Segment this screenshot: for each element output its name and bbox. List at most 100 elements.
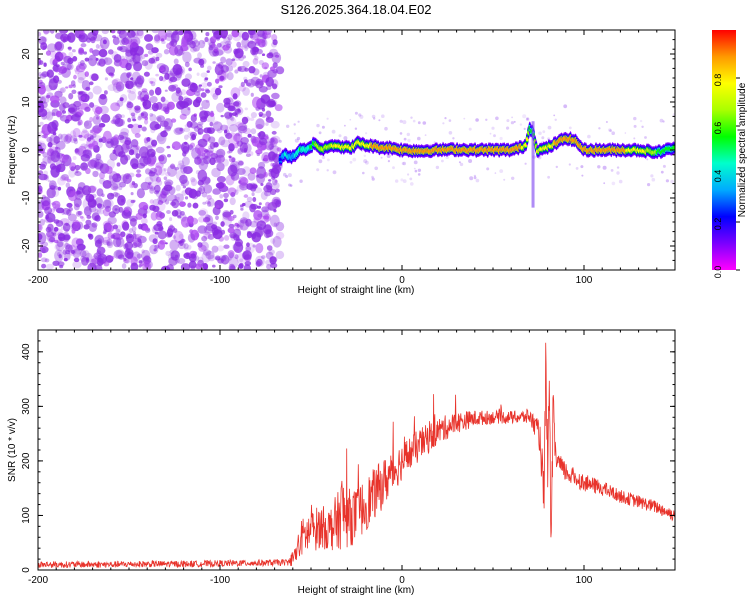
noise-blob bbox=[154, 184, 161, 193]
noise-blob bbox=[169, 239, 179, 251]
noise-blob bbox=[126, 232, 131, 239]
noise-blob bbox=[197, 256, 204, 263]
noise-blob bbox=[131, 71, 142, 85]
noise-blob bbox=[234, 69, 239, 74]
noise-dot bbox=[608, 128, 612, 132]
noise-blob bbox=[77, 77, 85, 84]
noise-blob bbox=[53, 65, 63, 73]
noise-blob bbox=[38, 31, 42, 37]
noise-dot bbox=[581, 174, 584, 177]
noise-blob bbox=[212, 30, 220, 35]
noise-blob bbox=[251, 232, 262, 243]
noise-blob bbox=[274, 104, 283, 112]
noise-blob bbox=[86, 215, 92, 219]
noise-blob bbox=[156, 221, 163, 227]
noise-blob bbox=[135, 30, 144, 39]
noise-blob bbox=[269, 256, 278, 263]
noise-blob bbox=[164, 72, 170, 80]
noise-blob bbox=[148, 234, 159, 243]
noise-blob bbox=[183, 166, 193, 175]
noise-blob bbox=[133, 183, 138, 189]
noise-blob bbox=[131, 233, 141, 246]
noise-blob bbox=[154, 165, 163, 176]
noise-blob bbox=[137, 124, 143, 129]
noise-blob bbox=[164, 32, 175, 42]
noise-blob bbox=[275, 188, 280, 193]
noise-blob bbox=[178, 160, 185, 166]
noise-blob bbox=[271, 178, 278, 186]
noise-blob bbox=[239, 258, 244, 263]
noise-blob bbox=[213, 150, 224, 159]
noise-dot bbox=[384, 126, 388, 131]
noise-blob bbox=[271, 99, 278, 106]
noise-blob bbox=[131, 182, 138, 189]
noise-blob bbox=[203, 218, 208, 223]
noise-blob bbox=[126, 72, 131, 78]
x-tick-label: 100 bbox=[576, 275, 593, 286]
noise-blob bbox=[174, 44, 184, 57]
noise-blob bbox=[247, 40, 257, 49]
noise-blob bbox=[49, 95, 60, 104]
noise-blob bbox=[235, 49, 241, 54]
noise-dot bbox=[646, 158, 649, 161]
noise-blob bbox=[181, 141, 190, 153]
noise-blob bbox=[268, 143, 274, 150]
noise-blob bbox=[258, 60, 264, 65]
noise-blob bbox=[207, 136, 216, 144]
ridge-mark bbox=[672, 145, 675, 150]
noise-blob bbox=[43, 62, 47, 67]
noise-blob bbox=[261, 39, 268, 47]
noise-blob bbox=[46, 94, 51, 99]
noise-blob bbox=[214, 255, 221, 261]
noise-blob bbox=[209, 121, 214, 127]
noise-blob bbox=[215, 78, 220, 84]
noise-blob bbox=[249, 33, 254, 39]
noise-scatter bbox=[38, 30, 675, 270]
noise-blob bbox=[248, 66, 256, 74]
noise-blob bbox=[38, 185, 43, 192]
noise-dot bbox=[547, 175, 550, 179]
noise-blob bbox=[125, 83, 130, 89]
noise-blob bbox=[84, 71, 90, 77]
noise-blob bbox=[149, 80, 154, 84]
noise-blob bbox=[149, 89, 155, 96]
noise-dot bbox=[410, 182, 414, 186]
noise-blob bbox=[68, 46, 72, 51]
noise-blob bbox=[256, 173, 266, 184]
noise-blob bbox=[218, 62, 224, 69]
noise-dot bbox=[605, 121, 608, 123]
noise-dot bbox=[363, 159, 368, 164]
noise-dot bbox=[511, 176, 515, 180]
noise-blob bbox=[83, 51, 87, 55]
noise-blob bbox=[168, 256, 178, 266]
snr-panel: -200 -100 0 100 0 100 200 300 400 Height of str… bbox=[7, 329, 676, 596]
noise-blob bbox=[134, 46, 144, 56]
noise-blob bbox=[146, 184, 153, 189]
noise-blob bbox=[38, 224, 43, 232]
noise-blob bbox=[135, 212, 143, 220]
noise-dot bbox=[458, 161, 461, 164]
noise-blob bbox=[117, 134, 125, 141]
noise-dot bbox=[287, 173, 292, 178]
noise-blob bbox=[72, 127, 81, 138]
noise-blob bbox=[250, 30, 257, 35]
noise-blob bbox=[77, 91, 88, 102]
noise-blob bbox=[149, 244, 159, 255]
noise-dot bbox=[633, 124, 637, 128]
noise-blob bbox=[114, 208, 118, 211]
noise-blob bbox=[58, 66, 67, 74]
noise-blob bbox=[243, 264, 251, 270]
noise-blob bbox=[269, 256, 277, 265]
noise-blob bbox=[171, 92, 181, 103]
noise-blob bbox=[245, 153, 251, 157]
noise-blob bbox=[170, 163, 176, 170]
noise-dot bbox=[469, 176, 474, 181]
noise-blob bbox=[166, 145, 171, 149]
noise-blob bbox=[126, 233, 134, 244]
noise-blob bbox=[97, 203, 105, 210]
noise-dot bbox=[378, 119, 381, 122]
noise-blob bbox=[81, 217, 85, 222]
noise-blob bbox=[119, 136, 129, 144]
noise-blob bbox=[270, 139, 276, 145]
noise-blob bbox=[96, 207, 102, 214]
